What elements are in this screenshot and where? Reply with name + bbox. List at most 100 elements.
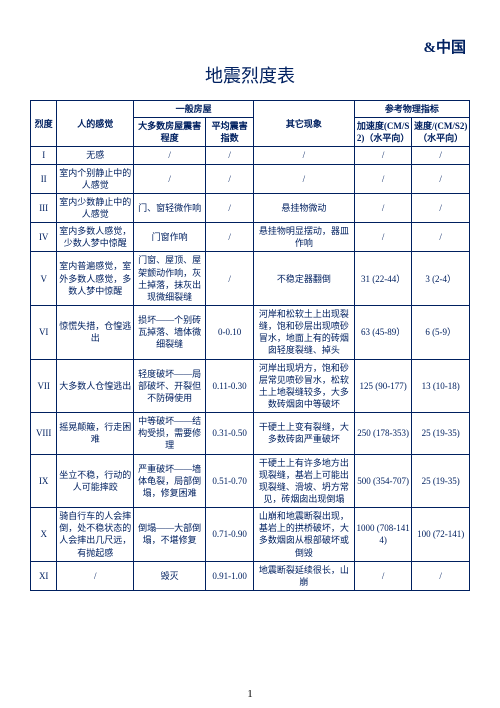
table-row: X骑自行车的人会摔倒，处不稳状态的人会摔出几尺远，有抛起感倒塌——大部倒塌，不堪… xyxy=(31,508,470,562)
cell: / xyxy=(254,147,355,164)
cell: 干硬土上有许多地方出现裂缝，基岩上可能出现裂缝、滑坡、坍方常见，砖烟囱出现倒塌 xyxy=(254,454,355,508)
cell: / xyxy=(412,561,470,590)
cell: 轻度破坏——局部破坏、开裂但不防碍使用 xyxy=(134,359,206,413)
cell: 3 (2-4） xyxy=(412,252,470,306)
cell: 地震断裂延续很长，山崩 xyxy=(254,561,355,590)
cell: / xyxy=(206,164,254,193)
cell: 0.71-0.90 xyxy=(206,508,254,562)
cell: II xyxy=(31,164,57,193)
cell: 0.91-1.00 xyxy=(206,561,254,590)
cell: IX xyxy=(31,454,57,508)
cell: 0.11-0.30 xyxy=(206,359,254,413)
cell: / xyxy=(412,164,470,193)
cell: 63 (45-89） xyxy=(354,305,412,359)
cell: / xyxy=(354,223,412,252)
cell: VII xyxy=(31,359,57,413)
cell: IV xyxy=(31,223,57,252)
th-house: 一般房屋 xyxy=(134,101,254,118)
cell: 悬挂物明显摆动，器皿作响 xyxy=(254,223,355,252)
cell: V xyxy=(31,252,57,306)
cell: X xyxy=(31,508,57,562)
th-vel: 速度/(CM/S2)（水平向） xyxy=(412,118,470,147)
cell: 0.51-0.70 xyxy=(206,454,254,508)
cell: 13 (10-18) xyxy=(412,359,470,413)
cell: 不稳定器翻倒 xyxy=(254,252,355,306)
cell: 0-0.10 xyxy=(206,305,254,359)
cell: III xyxy=(31,193,57,222)
table-row: III室内少数静止中的人感觉门、窗轻微作响/悬挂物微动// xyxy=(31,193,470,222)
cell: 坐立不稳，行动的人可能摔跤 xyxy=(57,454,134,508)
page-title: 地震烈度表 xyxy=(30,62,470,88)
table-row: XI/毁灭0.91-1.00地震断裂延续很长，山崩// xyxy=(31,561,470,590)
cell: / xyxy=(354,147,412,164)
cell: / xyxy=(412,223,470,252)
cell: 悬挂物微动 xyxy=(254,193,355,222)
table-row: VII大多数人仓惶逃出轻度破坏——局部破坏、开裂但不防碍使用0.11-0.30河… xyxy=(31,359,470,413)
cell: 骑自行车的人会摔倒，处不稳状态的人会摔出几尺远，有抛起感 xyxy=(57,508,134,562)
cell: 0.31-0.50 xyxy=(206,413,254,454)
cell: 惊慌失措，仓惶逃出 xyxy=(57,305,134,359)
cell: 室内个别静止中的人感觉 xyxy=(57,164,134,193)
intensity-table: 烈度 人的感觉 一般房屋 其它现象 参考物理指标 大多数房屋震害程度 平均震害指… xyxy=(30,100,470,591)
table-row: IX坐立不稳，行动的人可能摔跤严重破坏——墙体龟裂，局部倒塌，修复困难0.51-… xyxy=(31,454,470,508)
cell: / xyxy=(354,164,412,193)
cell: / xyxy=(254,164,355,193)
table-row: VIII摇晃颠簸，行走困难中等破坏——结构受损，需要修理0.31-0.50干硬土… xyxy=(31,413,470,454)
cell: 损坏——个别砖瓦掉落、墙体微细裂缝 xyxy=(134,305,206,359)
cell: 门、窗轻微作响 xyxy=(134,193,206,222)
cell: 大多数人仓惶逃出 xyxy=(57,359,134,413)
cell: / xyxy=(412,193,470,222)
cell: I xyxy=(31,147,57,164)
cell: / xyxy=(206,193,254,222)
table-row: II室内个别静止中的人感觉///// xyxy=(31,164,470,193)
cell: / xyxy=(206,223,254,252)
th-index: 平均震害指数 xyxy=(206,118,254,147)
th-ref: 参考物理指标 xyxy=(354,101,469,118)
cell: / xyxy=(206,147,254,164)
th-feeling: 人的感觉 xyxy=(57,101,134,147)
cell: 6 (5-9） xyxy=(412,305,470,359)
th-other: 其它现象 xyxy=(254,101,355,147)
cell: 25 (19-35) xyxy=(412,454,470,508)
table-row: V室内普遍感觉，室外多数人感觉，多数人梦中惊醒门窗、屋顶、屋架颤动作响，灰土掉落… xyxy=(31,252,470,306)
cell: VI xyxy=(31,305,57,359)
cell: 门窗作响 xyxy=(134,223,206,252)
cell: 250 (178-353) xyxy=(354,413,412,454)
cell: 室内多数人感觉，少数人梦中惊醒 xyxy=(57,223,134,252)
page-number: 1 xyxy=(0,688,500,700)
cell: XI xyxy=(31,561,57,590)
cell: / xyxy=(354,193,412,222)
table-row: I无感///// xyxy=(31,147,470,164)
cell: / xyxy=(206,252,254,306)
th-intensity: 烈度 xyxy=(31,101,57,147)
cell: / xyxy=(134,147,206,164)
cell: 25 (19-35) xyxy=(412,413,470,454)
cell: 河岸和松软土上出现裂缝，饱和砂层出现喷砂冒水，地面上有的砖烟囱轻度裂缝、掉头 xyxy=(254,305,355,359)
corner-mark: &中国 xyxy=(424,36,467,57)
cell: 125 (90-177) xyxy=(354,359,412,413)
cell: 山崩和地震断裂出现，基岩上的拱桥破坏，大多数烟囱从根部破坏或倒毁 xyxy=(254,508,355,562)
cell: 室内少数静止中的人感觉 xyxy=(57,193,134,222)
cell: 门窗、屋顶、屋架颤动作响，灰土掉落，抹灰出现微细裂缝 xyxy=(134,252,206,306)
cell: VIII xyxy=(31,413,57,454)
cell: / xyxy=(134,164,206,193)
th-damage: 大多数房屋震害程度 xyxy=(134,118,206,147)
cell: 室内普遍感觉，室外多数人感觉，多数人梦中惊醒 xyxy=(57,252,134,306)
table-row: IV室内多数人感觉，少数人梦中惊醒门窗作响/悬挂物明显摆动，器皿作响// xyxy=(31,223,470,252)
cell: 摇晃颠簸，行走困难 xyxy=(57,413,134,454)
cell: 100 (72-141) xyxy=(412,508,470,562)
th-accel: 加速度(CM/S2)（水平向） xyxy=(354,118,412,147)
cell: 毁灭 xyxy=(134,561,206,590)
cell: 500 (354-707) xyxy=(354,454,412,508)
cell: 倒塌——大部倒塌，不堪修复 xyxy=(134,508,206,562)
cell: 中等破坏——结构受损，需要修理 xyxy=(134,413,206,454)
cell: 31 (22-44） xyxy=(354,252,412,306)
cell: 河岸出现坍方，饱和砂层常见喷砂冒水，松软土上地裂缝较多，大多数砖烟囱中等破坏 xyxy=(254,359,355,413)
cell: 1000 (708-1414) xyxy=(354,508,412,562)
cell: 严重破坏——墙体龟裂，局部倒塌，修复困难 xyxy=(134,454,206,508)
cell: / xyxy=(57,561,134,590)
cell: 干硬土上变有裂缝，大多数砖囱严重破坏 xyxy=(254,413,355,454)
cell: / xyxy=(412,147,470,164)
table-row: VI惊慌失措，仓惶逃出损坏——个别砖瓦掉落、墙体微细裂缝0-0.10河岸和松软土… xyxy=(31,305,470,359)
cell: / xyxy=(354,561,412,590)
